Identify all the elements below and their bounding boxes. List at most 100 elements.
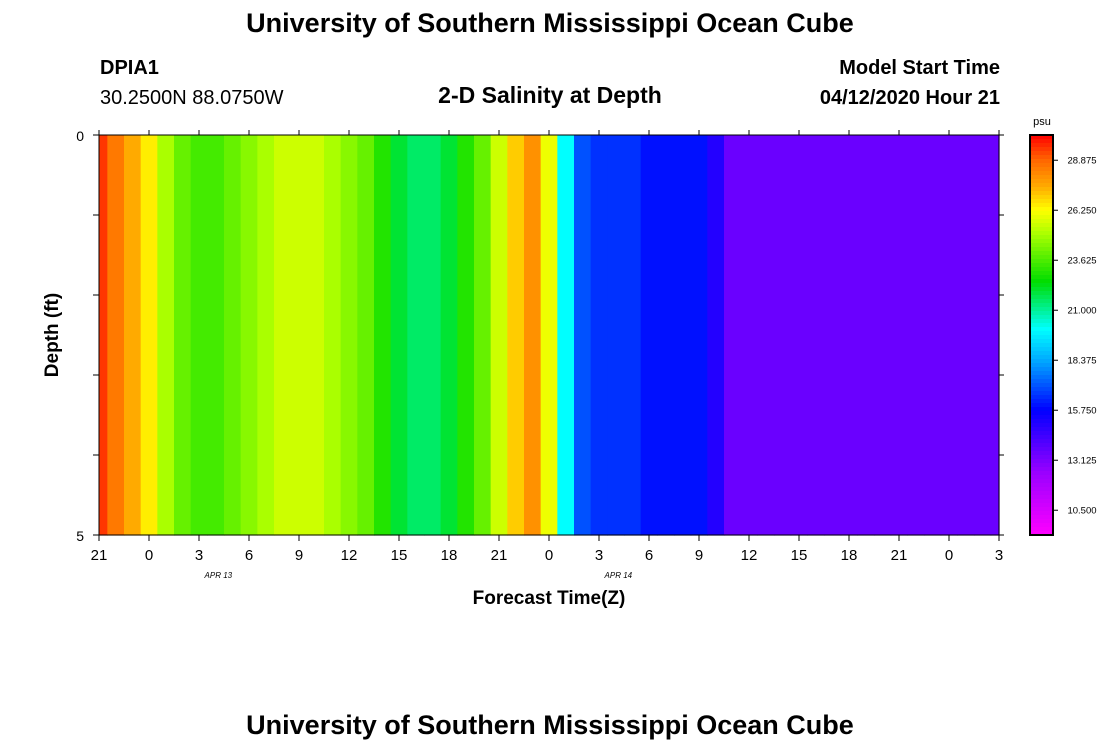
heatmap-cell [340,215,358,296]
heatmap-cell [757,135,775,216]
colorbar-segment [1030,203,1053,208]
heatmap-cell [457,455,475,536]
colorbar-segment [1030,523,1053,528]
heatmap-cell [190,295,208,376]
colorbar-segment [1030,499,1053,504]
heatmap-cell [774,135,792,216]
heatmap-cell [540,215,558,296]
date-labels: APR 13 APR 14 [204,571,633,580]
colorbar-segment [1030,219,1053,224]
heatmap-cell [257,215,275,296]
colorbar-segment [1030,279,1053,284]
x-tick-label: 9 [295,547,303,564]
colorbar-segment [1030,403,1053,408]
colorbar-segment [1030,363,1053,368]
colorbar-segment [1030,411,1053,416]
colorbar-segment [1030,283,1053,288]
heatmap-cell [107,455,125,536]
heatmap-cell [257,375,275,456]
heatmap-cell [540,135,558,216]
x-tick-label: 0 [945,547,953,564]
heatmap-cell [190,375,208,456]
heatmap-cell [324,455,342,536]
colorbar-segment [1030,531,1053,536]
heatmap-cell [490,215,508,296]
colorbar-segment [1030,379,1053,384]
heatmap-cell [124,135,142,216]
heatmap-cell [340,375,358,456]
date-label: APR 14 [604,571,633,580]
heatmap-cell [174,215,192,296]
heatmap-cell [190,135,208,216]
heatmap-cell [274,295,292,376]
heatmap-cell [290,295,308,376]
heatmap-cell [274,455,292,536]
heatmap-cell [640,375,658,456]
model-start-value: 04/12/2020 Hour 21 [819,87,1000,109]
heatmap-cell [574,215,592,296]
heatmap-cell [99,295,108,376]
heatmap-cell [974,375,992,456]
heatmap-cell [724,135,742,216]
heatmap-cell [907,455,925,536]
colorbar-segment [1030,291,1053,296]
heatmap-cell [574,135,592,216]
colorbar-tick-label: 23.625 [1067,256,1096,267]
heatmap-cell [707,135,725,216]
colorbar-segment [1030,251,1053,256]
heatmap-cell [724,295,742,376]
heatmap-cell [724,375,742,456]
heatmap-cell [590,295,608,376]
heatmap-cell [574,295,592,376]
heatmap-cell [974,135,992,216]
colorbar-segment [1030,163,1053,168]
heatmap-cell [774,295,792,376]
colorbar-segment [1030,223,1053,228]
heatmap-cell [274,375,292,456]
heatmap-cell [224,375,242,456]
colorbar-segment [1030,215,1053,220]
heatmap-cell [507,455,525,536]
heatmap-cell [490,375,508,456]
heatmap-cell [99,215,108,296]
x-tick-label: 0 [145,547,153,564]
heatmap-cell [640,215,658,296]
heatmap-cell [624,135,642,216]
heatmap-cell [824,215,842,296]
heatmap-cell [99,135,108,216]
colorbar-segment [1030,375,1053,380]
heatmap-cell [107,295,125,376]
heatmap-cell [590,455,608,536]
heatmap-cell [874,135,892,216]
heatmap-cell [107,215,125,296]
heatmap-cell [874,455,892,536]
heatmap-cell [924,135,942,216]
heatmap-cell [940,295,958,376]
colorbar-segment [1030,307,1053,312]
heatmap-cell [157,455,175,536]
heatmap-cell [99,455,108,536]
x-tick-label: 0 [545,547,553,564]
colorbar-segment [1030,511,1053,516]
colorbar-segment [1030,455,1053,460]
colorbar-segment [1030,303,1053,308]
heatmap-cell [357,295,375,376]
heatmap-cell [174,455,192,536]
colorbar-segment [1030,383,1053,388]
heatmap-cell [440,215,458,296]
heatmap-cell [524,135,542,216]
heatmap-cell [257,455,275,536]
colorbar-tick-label: 26.250 [1067,206,1096,217]
heatmap-cell [640,135,658,216]
heatmap-cell [207,375,225,456]
heatmap-cell [224,455,242,536]
heatmap-cell [624,215,642,296]
x-tick-label: 12 [741,547,758,564]
heatmap-cell [674,295,692,376]
heatmap-cell [457,375,475,456]
colorbar-segment [1030,151,1053,156]
heatmap-cell [207,215,225,296]
heatmap-cell [690,135,708,216]
heatmap-cell [907,375,925,456]
colorbar-segment [1030,491,1053,496]
